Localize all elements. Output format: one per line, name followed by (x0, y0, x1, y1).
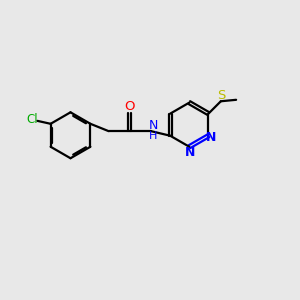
Text: S: S (217, 88, 225, 102)
Text: N: N (185, 146, 195, 159)
Text: N: N (149, 119, 158, 132)
Text: H: H (149, 131, 158, 142)
Text: O: O (124, 100, 135, 113)
Text: N: N (206, 131, 217, 144)
Text: Cl: Cl (26, 113, 38, 127)
